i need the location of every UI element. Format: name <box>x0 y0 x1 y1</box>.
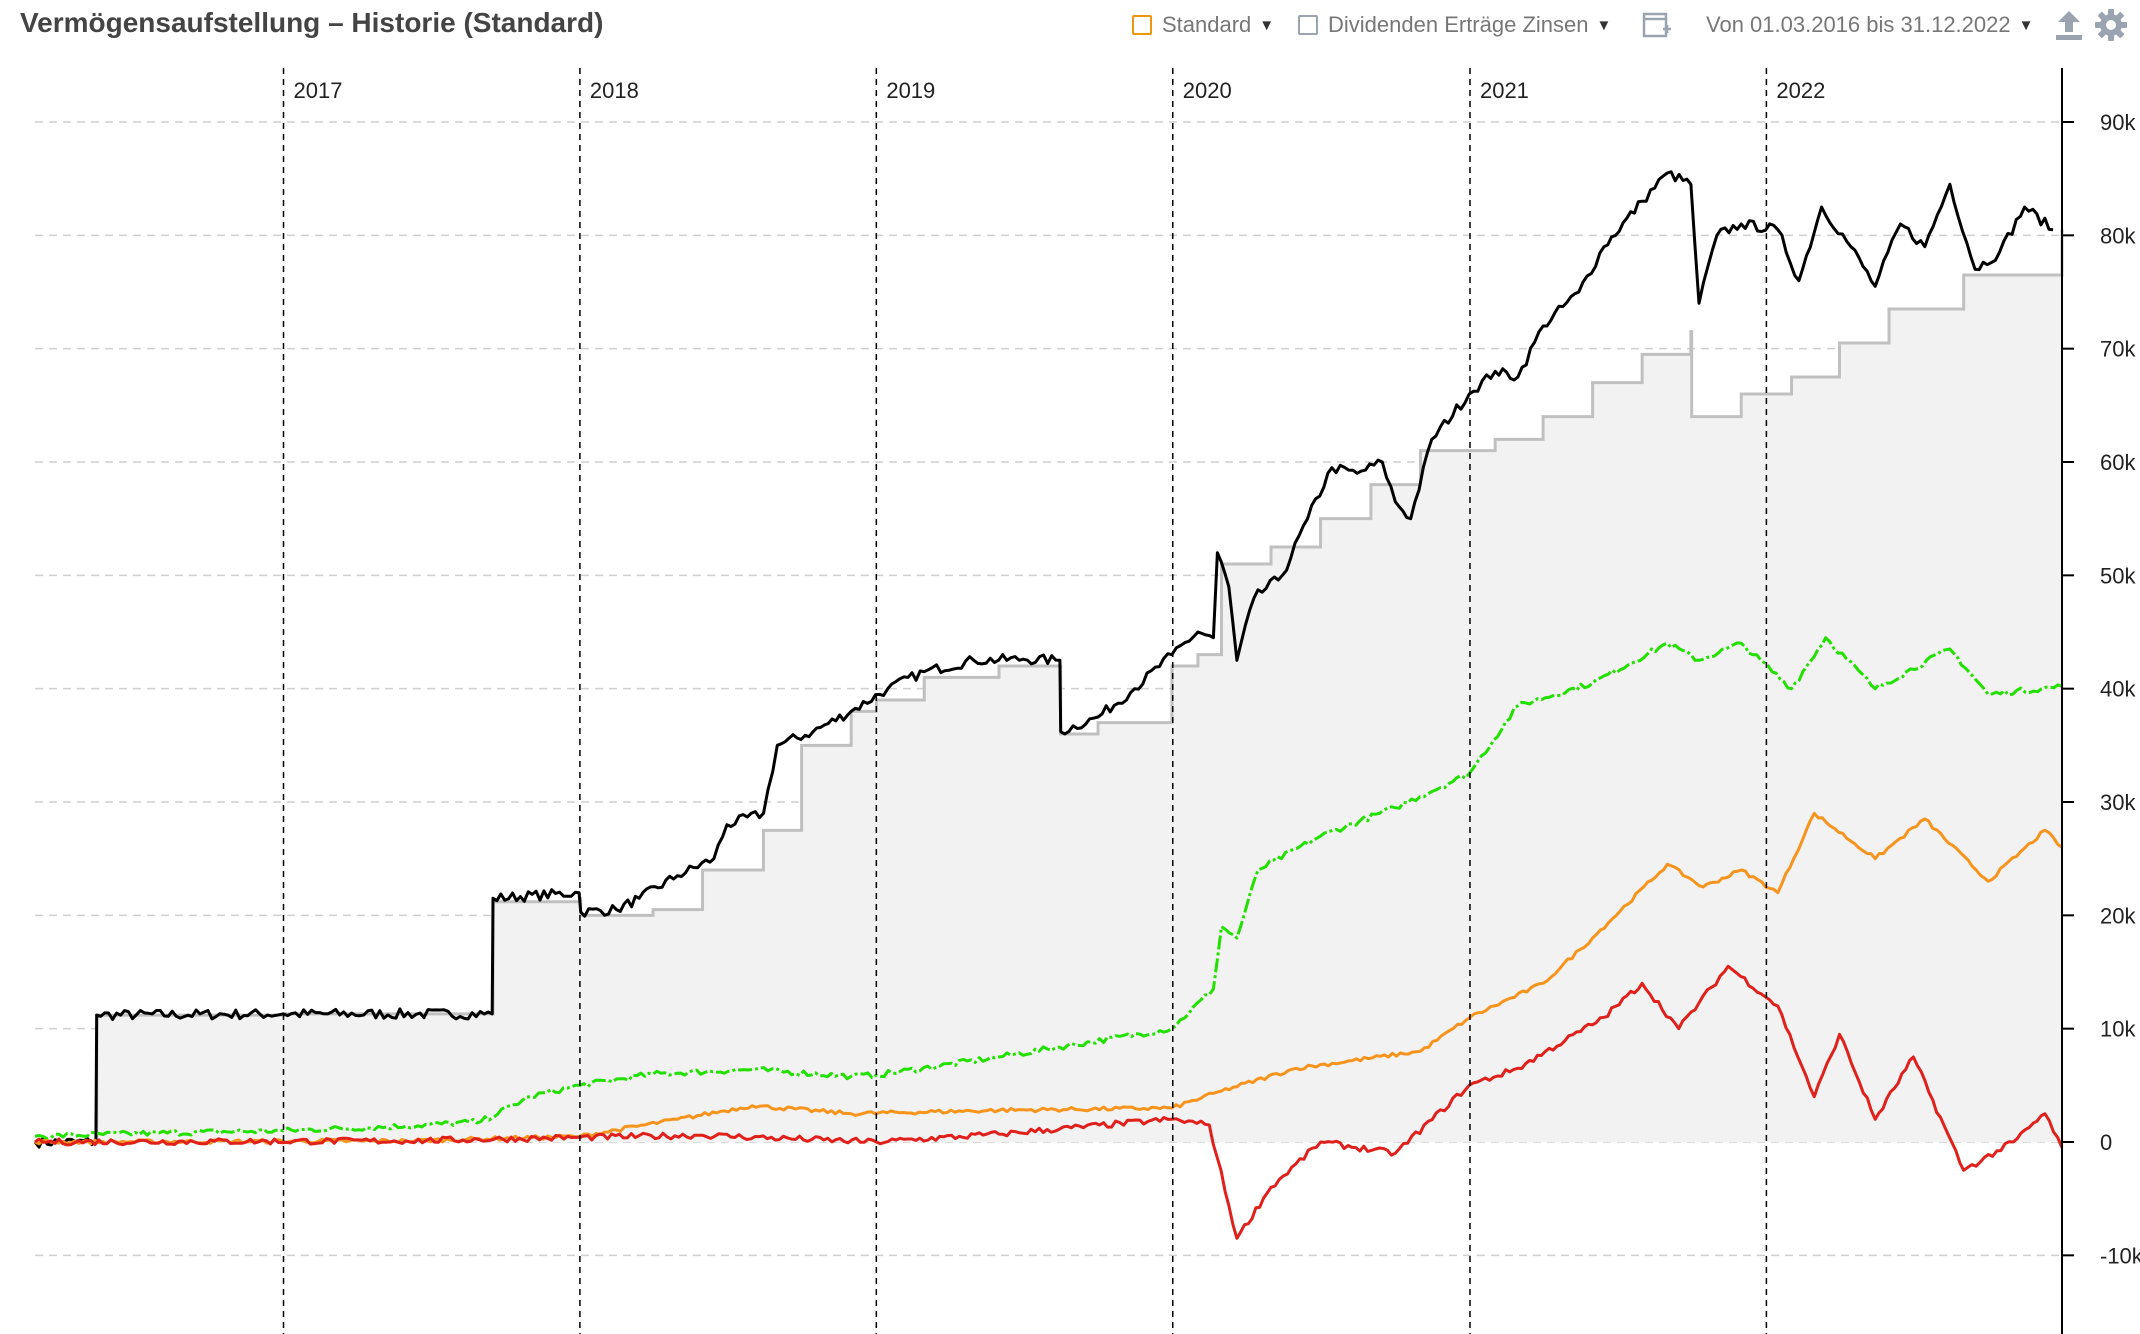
chart-toolbar: Vermögensaufstellung – Historie (Standar… <box>0 0 2140 52</box>
upload-icon <box>2056 11 2082 40</box>
orange-square-icon <box>1132 15 1152 35</box>
total-series-line <box>33 170 2054 1149</box>
add-chart-button[interactable] <box>1640 8 1674 42</box>
year-gridlines <box>282 68 1768 1334</box>
y-tick-label: 50k <box>2100 563 2136 588</box>
y-tick-label: 20k <box>2100 903 2136 928</box>
dividends-label: Dividenden Erträge Zinsen <box>1328 12 1589 37</box>
y-tick-label: 0 <box>2100 1130 2112 1155</box>
add-chart-icon <box>1642 12 1671 38</box>
x-tick-label: 2017 <box>294 78 343 103</box>
x-tick-label: 2021 <box>1480 78 1529 103</box>
caret-down-icon: ▼ <box>1259 16 1275 34</box>
green-series-line <box>34 636 2063 1141</box>
red-series-line <box>34 964 2064 1240</box>
x-axis-labels: 2017 2018 2019 2020 2021 2022 <box>294 78 1826 103</box>
standard-dropdown[interactable]: Standard ▼ <box>1132 12 1274 38</box>
chart-series <box>33 170 2064 1240</box>
page-title: Vermögensaufstellung – Historie (Standar… <box>20 7 604 38</box>
x-tick-label: 2019 <box>886 78 935 103</box>
y-tick-label: 90k <box>2100 110 2136 135</box>
dividends-dropdown[interactable]: Dividenden Erträge Zinsen ▼ <box>1298 12 1611 38</box>
y-tick-label: 60k <box>2100 450 2136 475</box>
x-tick-label: 2020 <box>1183 78 1232 103</box>
y-tick-label: 10k <box>2100 1017 2136 1042</box>
caret-down-icon: ▼ <box>1596 16 1612 34</box>
standard-label: Standard <box>1162 12 1252 37</box>
y-tick-label: -10k <box>2100 1243 2140 1268</box>
gray-square-icon <box>1298 15 1318 35</box>
x-tick-label: 2022 <box>1776 78 1825 103</box>
y-tick-label: 80k <box>2100 223 2136 248</box>
y-tick-label: 70k <box>2100 337 2136 362</box>
history-chart: 2017 2018 2019 2020 2021 2022 90k 80k 70k 60k 50k… <box>33 68 2140 1334</box>
gear-icon <box>2095 9 2127 41</box>
settings-button[interactable] <box>2094 8 2128 42</box>
invested-capital-line <box>35 229 2064 1144</box>
date-range-label: Von 01.03.2016 bis 31.12.2022 <box>1706 12 2011 37</box>
x-tick-label: 2018 <box>590 78 639 103</box>
y-tick-label: 30k <box>2100 790 2136 815</box>
y-tick-label: 40k <box>2100 677 2136 702</box>
date-range-dropdown[interactable]: Von 01.03.2016 bis 31.12.2022 ▼ <box>1706 12 2033 38</box>
caret-down-icon: ▼ <box>2018 16 2034 34</box>
invested-area <box>35 229 2062 1142</box>
export-button[interactable] <box>2052 8 2086 42</box>
y-axis: 90k 80k 70k 60k 50k 40k 30k 20k 10k 0 -10k <box>2061 68 2140 1334</box>
